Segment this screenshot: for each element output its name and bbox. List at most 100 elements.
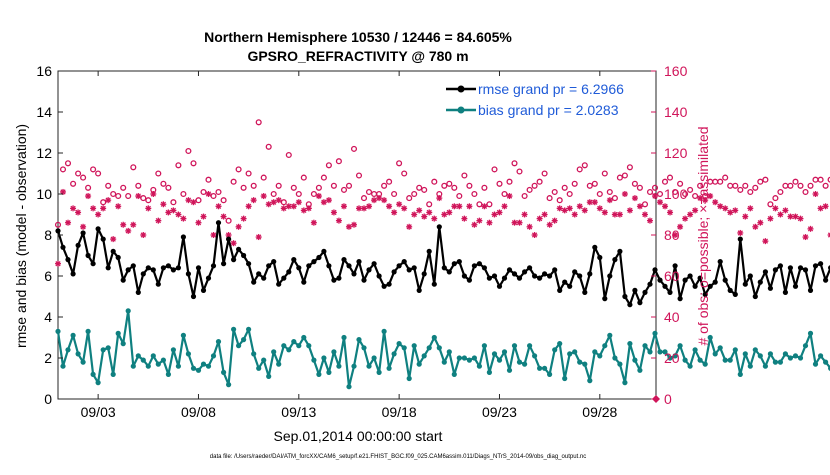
legend-bias-label: bias grand pr = 2.0283 <box>478 102 619 118</box>
rmse-point <box>391 269 397 275</box>
assimilated-obs-stroke <box>406 224 412 230</box>
rmse-point <box>336 275 342 281</box>
rmse-point <box>592 244 598 250</box>
rmse-point <box>527 265 533 271</box>
assimilated-obs-marker <box>687 211 694 218</box>
possible-obs-marker <box>641 201 649 208</box>
rmse-point <box>522 269 528 275</box>
assimilated-obs-stroke <box>737 230 743 236</box>
assimilated-obs-marker <box>150 191 157 197</box>
assimilated-obs-marker <box>792 213 799 220</box>
possible-obs-marker <box>526 186 533 193</box>
possible-obs-marker <box>571 180 578 187</box>
possible-obs-marker <box>586 182 593 189</box>
bias-point <box>697 357 703 363</box>
bias-point <box>522 361 528 367</box>
bias-point <box>391 351 397 357</box>
assimilated-obs-stroke <box>351 222 357 228</box>
possible-obs-marker <box>235 166 242 173</box>
assimilated-obs-marker <box>827 232 830 238</box>
assimilated-obs-stroke <box>672 232 678 238</box>
assimilated-obs-marker <box>486 219 493 226</box>
assimilated-obs-marker <box>541 211 548 218</box>
assimilated-obs-stroke <box>391 209 397 216</box>
rmse-point <box>70 271 76 277</box>
bias-point <box>85 328 91 334</box>
possible-obs-marker <box>70 180 77 187</box>
possible-obs-marker <box>621 172 628 179</box>
assimilated-obs-stroke <box>60 189 66 195</box>
rmse-point <box>627 302 633 308</box>
assimilated-obs-stroke <box>692 207 698 214</box>
bias-point <box>200 361 207 367</box>
assimilated-obs-marker <box>300 207 307 214</box>
rmse-point <box>180 234 186 240</box>
bias-point <box>657 349 663 355</box>
assimilated-obs-marker <box>55 260 61 267</box>
assimilated-obs-marker <box>797 215 804 222</box>
bias-point <box>381 328 387 334</box>
rmse-point <box>742 281 748 287</box>
bias-point <box>682 357 688 363</box>
y-right-tick-label: 80 <box>664 227 680 243</box>
assimilated-obs-stroke <box>822 203 829 209</box>
rmse-point <box>291 257 297 263</box>
assimilated-obs-stroke <box>531 232 538 238</box>
y-axis-right-label: # of obs: o=possible; ×=assimilated <box>695 126 711 345</box>
assimilated-obs-marker <box>501 203 508 210</box>
assimilated-obs-stroke <box>220 213 227 220</box>
rmse-point <box>205 275 212 281</box>
assimilated-obs-stroke <box>271 199 277 205</box>
possible-obs-marker <box>787 182 794 189</box>
bias-point <box>702 361 708 367</box>
possible-obs-marker <box>195 197 202 204</box>
assimilated-obs-marker <box>616 211 623 218</box>
assimilated-obs-marker <box>421 213 428 220</box>
bias-point <box>496 357 503 363</box>
bias-point <box>818 353 824 359</box>
bias-point <box>336 363 342 369</box>
bias-point <box>80 359 86 365</box>
rmse-point <box>702 291 708 297</box>
possible-obs-marker <box>576 166 583 173</box>
assimilated-obs-marker <box>406 223 413 230</box>
bias-point <box>241 337 247 343</box>
rmse-point <box>421 271 427 277</box>
assimilated-obs-stroke <box>200 213 207 220</box>
assimilated-obs-stroke <box>667 209 673 216</box>
possible-obs-marker <box>190 160 197 167</box>
possible-obs-marker <box>285 151 292 159</box>
assimilated-obs-stroke <box>286 203 292 209</box>
rmse-point <box>90 261 96 267</box>
bias-point <box>592 349 598 355</box>
bias-point <box>296 343 302 349</box>
possible-obs-marker <box>320 174 327 181</box>
assimilated-obs-stroke <box>732 207 738 214</box>
bias-point <box>692 347 698 353</box>
bias-point <box>672 353 678 359</box>
rmse-point <box>562 279 568 285</box>
assimilated-obs-marker <box>446 209 453 216</box>
assimilated-obs-marker <box>205 191 212 197</box>
assimilated-obs-marker <box>115 203 122 210</box>
rmse-point <box>797 265 804 271</box>
bias-point <box>195 367 202 373</box>
rmse-point <box>441 265 447 271</box>
possible-obs-marker <box>626 164 633 171</box>
rmse-point <box>226 236 232 242</box>
bias-point <box>120 341 126 347</box>
possible-obs-marker <box>551 188 558 196</box>
rmse-point <box>697 275 703 281</box>
bias-point <box>742 351 748 357</box>
bias-point <box>782 351 789 357</box>
assimilated-obs-stroke <box>817 205 824 212</box>
bias-point <box>416 361 422 367</box>
assimilated-obs-stroke <box>421 213 427 220</box>
bias-point <box>326 369 332 375</box>
assimilated-obs-marker <box>366 203 373 210</box>
possible-obs-marker <box>561 184 568 191</box>
rmse-point <box>185 271 191 277</box>
rmse-point <box>160 265 166 271</box>
bias-point <box>175 363 181 369</box>
assimilated-obs-stroke <box>572 211 578 218</box>
